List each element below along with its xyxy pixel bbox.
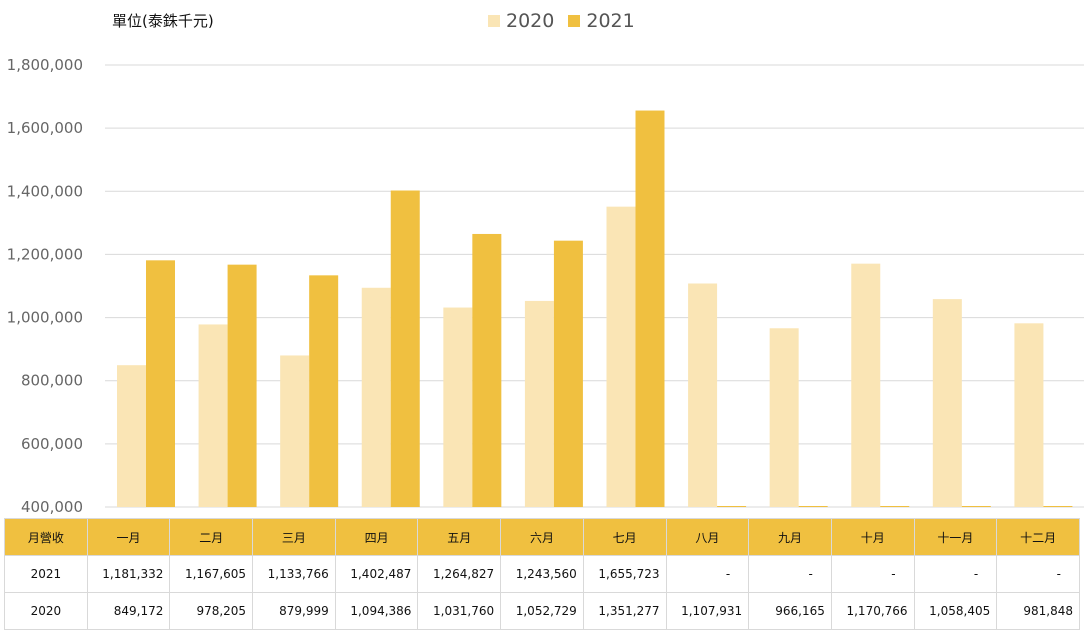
bar-2021-5 [553,240,583,507]
table-header-month: 六月 [500,518,584,556]
bar-2021-9 [880,506,910,507]
y-tick-label: 1,200,000 [7,245,83,263]
table-cell: 879,999 [252,592,336,630]
legend-label-2021: 2021 [586,10,635,32]
bar-2021-11 [1043,506,1073,507]
table-cell: 1,107,931 [665,592,750,630]
table-row: 2021 1,181,332 1,167,605 1,133,766 1,402,487… [4,555,1080,593]
table-header-month: 十一月 [913,518,998,556]
bar-2021-0 [146,260,175,507]
table-cell: 1,133,766 [252,555,336,593]
table-cell: - [996,555,1080,593]
bar-2021-2 [309,275,339,507]
bar-2020-5 [524,300,554,507]
bar-2021-4 [472,233,502,507]
table-header-month: 二月 [169,518,254,556]
table-header-month: 八月 [665,518,750,556]
bar-2021-6 [635,110,665,508]
bar-2020-7 [688,283,718,507]
bar-2020-10 [932,299,962,507]
bar-2021-8 [798,506,828,507]
table-cell: 1,655,723 [582,555,667,593]
table-cell: 1,181,332 [86,555,171,593]
table-header-label: 月營收 [4,518,88,556]
revenue-table: 月營收 一月 二月 三月 四月 五月 六月 七月 八月 九月 十月 十一月 十二月 2021 1,181,3… [4,518,1080,630]
table-header-month: 十月 [830,518,915,556]
table-cell: 1,243,560 [500,555,584,593]
bar-2020-2 [280,355,310,507]
bar-2021-10 [961,506,991,507]
table-cell: - [748,555,832,593]
y-tick-label: 1,400,000 [7,182,83,200]
y-tick-label: 600,000 [21,435,83,453]
table-header-month: 三月 [252,518,336,556]
bar-2021-3 [390,190,420,507]
table-cell: 1,167,605 [169,555,254,593]
bar-2020-4 [443,307,473,507]
table-row-label: 2020 [4,592,88,630]
legend-item-2021: 2021 [568,10,635,32]
table-cell: 1,031,760 [417,592,502,630]
bar-2020-0 [117,365,146,507]
table-cell: - [665,555,750,593]
table-cell: 978,205 [169,592,254,630]
y-tick-label: 800,000 [21,372,83,390]
table-cell: 849,172 [86,592,171,630]
table-cell: 1,052,729 [500,592,584,630]
legend-swatch-2021 [568,15,581,27]
table-header-month: 一月 [86,518,171,556]
y-tick-label: 400,000 [21,498,83,516]
bar-2021-7 [717,506,747,507]
y-tick-label: 1,000,000 [7,309,83,327]
table-cell: 1,351,277 [582,592,667,630]
table-cell: 1,264,827 [417,555,502,593]
table-cell: 981,848 [996,592,1080,630]
table-header-month: 四月 [334,518,419,556]
legend-item-2020: 2020 [488,10,554,32]
bar-2021-1 [227,264,257,507]
bar-2020-11 [1014,323,1044,507]
table-header-month: 九月 [748,518,832,556]
legend-label-2020: 2020 [506,10,555,32]
table-row-label: 2021 [4,555,88,593]
bar-2020-6 [606,206,636,507]
y-tick-label: 1,800,000 [7,56,83,74]
table-cell: - [830,555,915,593]
bar-2020-1 [198,324,228,507]
chart-legend: 2020 2021 [488,10,635,32]
table-cell: 1,402,487 [334,555,419,593]
legend-swatch-2020 [488,15,500,27]
table-cell: 1,058,405 [913,592,998,630]
table-header-month: 十二月 [996,518,1080,556]
bar-2020-8 [769,328,799,507]
unit-label: 單位(泰銖千元) [112,12,214,30]
bar-2020-9 [851,263,881,507]
table-cell: 1,094,386 [334,592,419,630]
table-cell: - [913,555,998,593]
bar-2020-3 [361,287,391,507]
table-header-month: 五月 [417,518,502,556]
table-cell: 966,165 [748,592,832,630]
y-tick-label: 1,600,000 [7,119,83,137]
bar-chart: 400,000 600,000 800,000 1,000,000 1,200,000 1… [7,56,1084,516]
table-header-month: 七月 [582,518,667,556]
table-header-row: 月營收 一月 二月 三月 四月 五月 六月 七月 八月 九月 十月 十一月 十二月 [4,518,1080,556]
table-cell: 1,170,766 [830,592,915,630]
table-row: 2020 849,172 978,205 879,999 1,094,386 1,031,… [4,592,1080,630]
